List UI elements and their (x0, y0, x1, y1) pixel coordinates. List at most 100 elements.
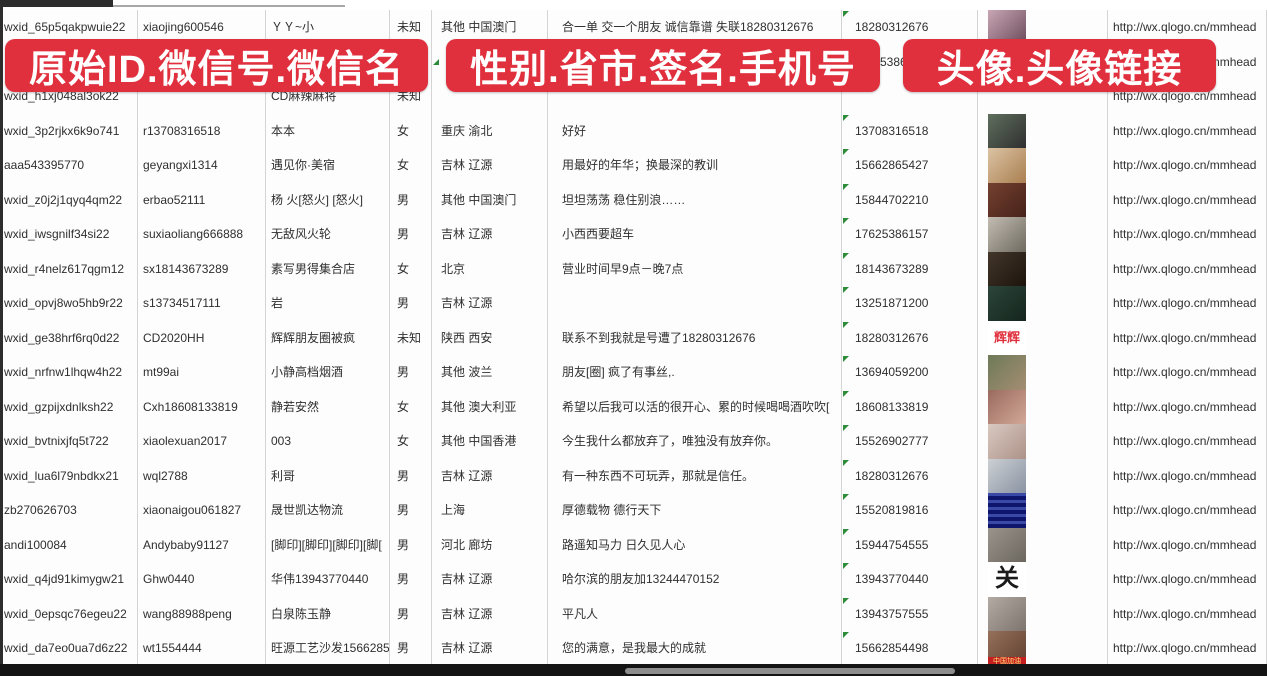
cell-signature[interactable]: 坦坦荡荡 稳住别浪…… (548, 182, 842, 217)
cell-wechat-id[interactable] (138, 79, 266, 114)
cell-avatar-link[interactable]: http://wx.qlogo.cn/mmhead (1108, 493, 1267, 528)
cell-gender[interactable]: 男 (390, 217, 432, 252)
cell-signature[interactable]: 联系不到我就是号遭了18280312676 (548, 320, 842, 355)
cell-original-id[interactable]: wxid_lua6l79nbdkx21 (0, 458, 138, 493)
cell-avatar-link[interactable]: http://wx.qlogo.cn/mmhead (1108, 562, 1267, 597)
cell-avatar[interactable]: 辉辉 (978, 320, 1108, 355)
cell-original-id[interactable]: wxid_bvtnixjfq5t722 (0, 424, 138, 459)
cell-wechat-name[interactable]: 素写男得集合店 (266, 251, 390, 286)
cell-wechat-name[interactable]: ＹＹ~小 (266, 10, 390, 45)
cell-original-id[interactable]: aaa543395770 (0, 148, 138, 183)
cell-region[interactable]: 吉林 辽源 (432, 596, 548, 631)
cell-avatar[interactable] (978, 527, 1108, 562)
cell-region[interactable]: 吉林 辽源 (432, 217, 548, 252)
cell-wechat-name[interactable]: 小静高档烟酒 (266, 355, 390, 390)
cell-avatar[interactable] (978, 424, 1108, 459)
cell-phone[interactable]: 15520819816 (842, 493, 978, 528)
cell-signature[interactable]: 哈尔滨的朋友加13244470152 (548, 562, 842, 597)
cell-original-id[interactable]: andi100084 (0, 527, 138, 562)
cell-avatar-link[interactable]: http://wx.qlogo.cn/mmhead (1108, 355, 1267, 390)
cell-region[interactable]: 其他 中国澳门 (432, 182, 548, 217)
cell-signature[interactable]: 合一单 交一个朋友 诚信靠谱 失联18280312676 (548, 10, 842, 45)
cell-gender[interactable]: 男 (390, 458, 432, 493)
cell-wechat-name[interactable]: 辉辉朋友圈被疯 (266, 320, 390, 355)
cell-phone[interactable]: 15844702210 (842, 182, 978, 217)
cell-avatar-link[interactable]: http://wx.qlogo.cn/mmhead (1108, 596, 1267, 631)
cell-phone[interactable]: 18608133819 (842, 389, 978, 424)
cell-phone[interactable]: 13943757555 (842, 596, 978, 631)
cell-region[interactable]: 吉林 辽源 (432, 286, 548, 321)
cell-phone[interactable]: 15526902777 (842, 424, 978, 459)
cell-region[interactable]: 河北 廊坊 (432, 527, 548, 562)
cell-avatar[interactable] (978, 217, 1108, 252)
cell-avatar-link[interactable]: http://wx.qlogo.cn/mmhead (1108, 458, 1267, 493)
cell-wechat-name[interactable]: 无敌风火轮 (266, 217, 390, 252)
cell-gender[interactable]: 未知 (390, 10, 432, 45)
cell-wechat-id[interactable]: r13708316518 (138, 113, 266, 148)
cell-signature[interactable]: 好好 (548, 113, 842, 148)
cell-phone[interactable]: 13251871200 (842, 286, 978, 321)
cell-gender[interactable]: 男 (390, 527, 432, 562)
cell-original-id[interactable]: wxid_da7eo0ua7d6z22 (0, 631, 138, 666)
cell-gender[interactable]: 未知 (390, 320, 432, 355)
cell-avatar-link[interactable]: http://wx.qlogo.cn/mmhead (1108, 148, 1267, 183)
cell-wechat-id[interactable]: wang88988peng (138, 596, 266, 631)
cell-region[interactable]: 上海 (432, 493, 548, 528)
cell-signature[interactable]: 路遥知马力 日久见人心 (548, 527, 842, 562)
cell-wechat-name[interactable]: 静若安然 (266, 389, 390, 424)
cell-region[interactable]: 北京 (432, 251, 548, 286)
cell-avatar-link[interactable]: http://wx.qlogo.cn/mmhead (1108, 182, 1267, 217)
cell-region[interactable]: 其他 中国香港 (432, 424, 548, 459)
cell-wechat-id[interactable]: mt99ai (138, 355, 266, 390)
cell-wechat-name[interactable]: 晟世凯达物流 (266, 493, 390, 528)
cell-phone[interactable]: 15662865427 (842, 148, 978, 183)
cell-avatar-link[interactable]: http://wx.qlogo.cn/mmhead (1108, 631, 1267, 666)
cell-region[interactable]: 其他 澳大利亚 (432, 389, 548, 424)
cell-phone[interactable]: 18280312676 (842, 458, 978, 493)
cell-original-id[interactable]: wxid_q4jd91kimygw21 (0, 562, 138, 597)
cell-avatar-link[interactable]: http://wx.qlogo.cn/mmhead (1108, 251, 1267, 286)
cell-avatar[interactable] (978, 10, 1108, 45)
cell-region[interactable]: 重庆 渝北 (432, 113, 548, 148)
cell-wechat-name[interactable]: 本本 (266, 113, 390, 148)
cell-signature[interactable]: 有一种东西不可玩弄，那就是信任。 (548, 458, 842, 493)
cell-phone[interactable]: 15662854498 (842, 631, 978, 666)
cell-wechat-id[interactable]: Ghw0440 (138, 562, 266, 597)
cell-signature[interactable]: 小西西要超车 (548, 217, 842, 252)
cell-wechat-name[interactable]: 遇见你·美宿 (266, 148, 390, 183)
cell-phone[interactable]: 18143673289 (842, 251, 978, 286)
cell-region[interactable]: 陕西 西安 (432, 320, 548, 355)
cell-avatar-link[interactable]: http://wx.qlogo.cn/mmhead (1108, 389, 1267, 424)
cell-wechat-id[interactable]: suxiaoliang666888 (138, 217, 266, 252)
cell-phone[interactable]: 15944754555 (842, 527, 978, 562)
cell-avatar[interactable] (978, 148, 1108, 183)
cell-phone[interactable]: 13943770440 (842, 562, 978, 597)
cell-wechat-id[interactable]: Andybaby91127 (138, 527, 266, 562)
cell-wechat-id[interactable]: xiaolexuan2017 (138, 424, 266, 459)
cell-wechat-name[interactable]: 003 (266, 424, 390, 459)
cell-signature[interactable]: 营业时间早9点－晚7点 (548, 251, 842, 286)
cell-wechat-name[interactable]: 杨 火[怒火] [怒火] (266, 182, 390, 217)
cell-signature[interactable]: 平凡人 (548, 596, 842, 631)
cell-avatar[interactable] (978, 251, 1108, 286)
cell-gender[interactable]: 男 (390, 182, 432, 217)
cell-avatar[interactable]: 中国加油 (978, 631, 1108, 666)
cell-phone[interactable]: 18280312676 (842, 320, 978, 355)
cell-original-id[interactable]: wxid_z0j2j1qyq4qm22 (0, 182, 138, 217)
cell-original-id[interactable]: wxid_0epsqc76egeu22 (0, 596, 138, 631)
cell-wechat-name[interactable]: 白泉陈玉静 (266, 596, 390, 631)
cell-avatar[interactable] (978, 493, 1108, 528)
cell-wechat-id[interactable]: s13734517111 (138, 286, 266, 321)
cell-wechat-id[interactable]: xiaojing600546 (138, 10, 266, 45)
cell-wechat-id[interactable]: wql2788 (138, 458, 266, 493)
cell-signature[interactable]: 希望以后我可以活的很开心、累的时候喝喝酒吹吹[ (548, 389, 842, 424)
cell-wechat-name[interactable]: 利哥 (266, 458, 390, 493)
cell-gender[interactable]: 未知 (390, 79, 432, 114)
cell-signature[interactable] (548, 79, 842, 114)
cell-avatar[interactable] (978, 355, 1108, 390)
cell-gender[interactable]: 男 (390, 596, 432, 631)
cell-original-id[interactable]: wxid_r4nelz617qgm12 (0, 251, 138, 286)
cell-avatar[interactable] (978, 596, 1108, 631)
cell-region[interactable]: 吉林 辽源 (432, 562, 548, 597)
cell-original-id[interactable]: wxid_65p5qakpwuie22 (0, 10, 138, 45)
